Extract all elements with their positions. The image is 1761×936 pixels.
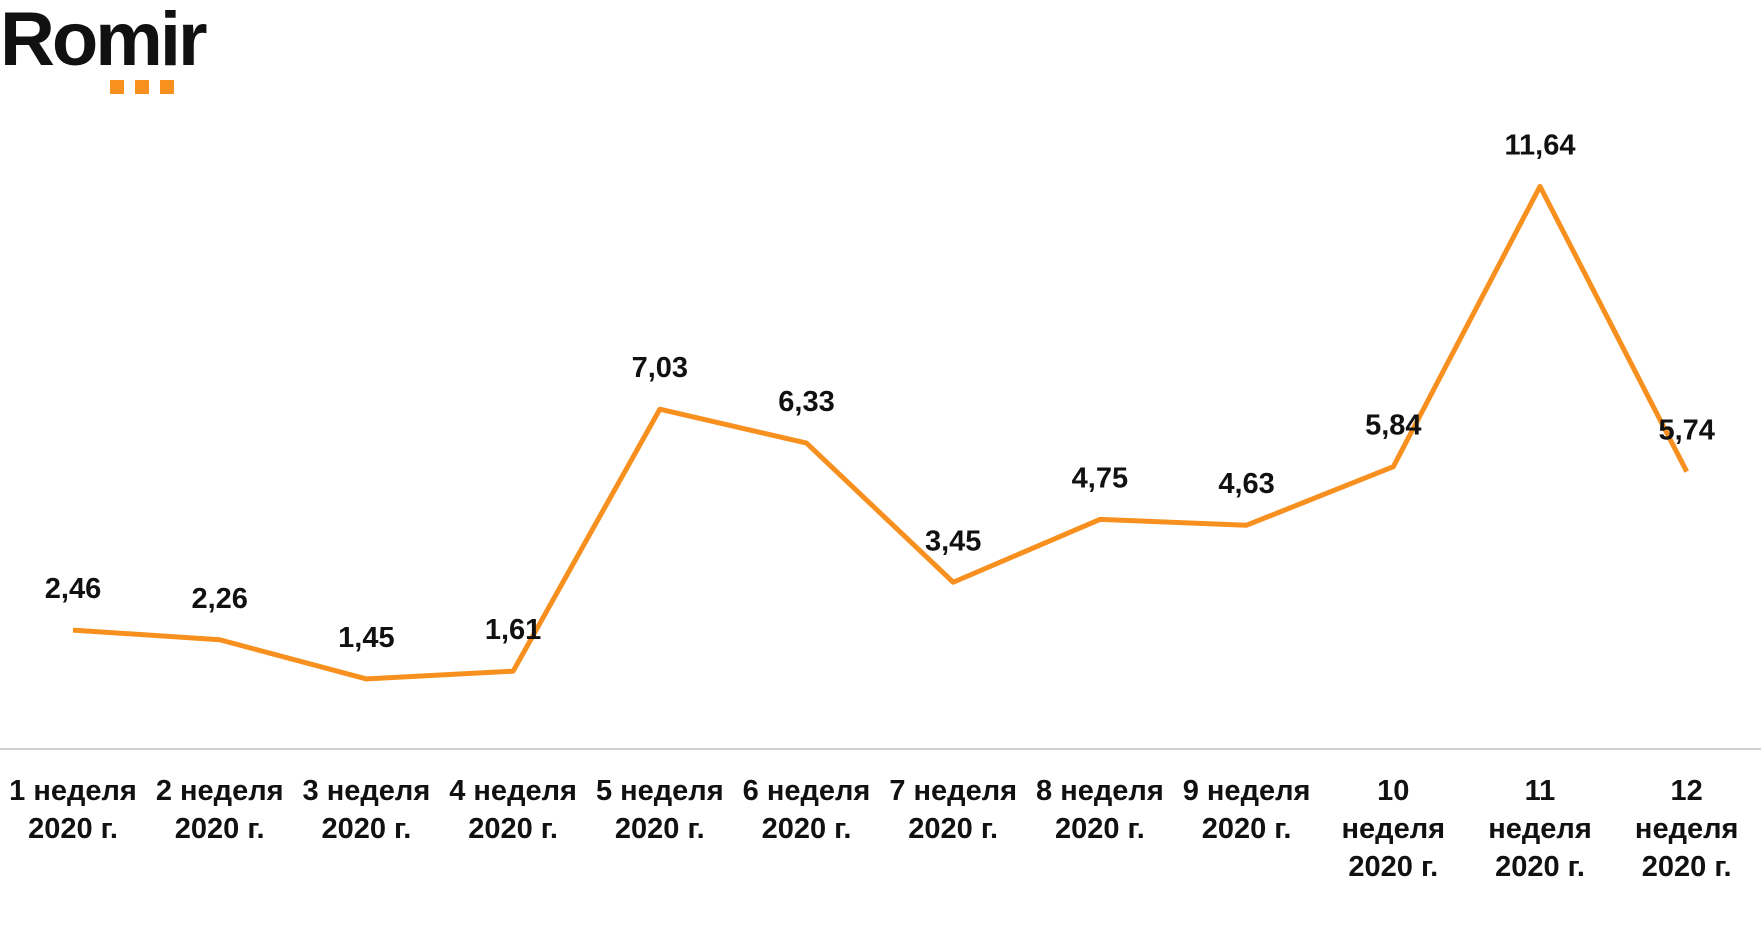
data-label: 6,33	[778, 386, 834, 418]
x-tick-label: 6 неделя 2020 г.	[742, 775, 871, 845]
data-line	[72, 183, 1689, 682]
x-tick-label: 8 неделя 2020 г.	[1036, 775, 1164, 845]
x-tick-label: 3 неделя 2020 г.	[302, 775, 431, 845]
data-label: 1,45	[338, 622, 394, 654]
data-label: 4,75	[1072, 462, 1128, 494]
data-label: 3,45	[925, 525, 981, 557]
data-label: 2,26	[191, 583, 247, 615]
data-label: 1,61	[485, 614, 541, 646]
x-tick-label: 9 неделя 2020 г.	[1182, 775, 1311, 845]
data-label: 4,63	[1218, 468, 1274, 500]
logo-dot	[135, 80, 149, 94]
logo-dot	[160, 80, 174, 94]
x-tick-label: 4 неделя 2020 г.	[449, 775, 577, 845]
x-tick-label: 7 неделя 2020 г.	[889, 775, 1018, 845]
x-tick-label: 5 неделя 2020 г.	[595, 775, 724, 845]
x-tick-label: 2 неделя 2020 г.	[155, 775, 284, 845]
logo-dot	[110, 80, 124, 94]
data-label: 11,64	[1505, 129, 1576, 161]
x-tick-label: 10 неделя 2020 г.	[1341, 775, 1446, 883]
data-label: 7,03	[632, 352, 688, 384]
x-tick-label: 1 неделя 2020 г.	[9, 775, 137, 845]
x-tick-label: 12 неделя 2020 г.	[1634, 775, 1739, 883]
logo: Romir	[0, 0, 208, 82]
data-label: 2,46	[45, 573, 101, 605]
x-tick-label: 11 неделя 2020 г.	[1488, 775, 1592, 883]
data-label: 5,74	[1658, 415, 1714, 447]
data-label: 5,84	[1365, 410, 1421, 442]
